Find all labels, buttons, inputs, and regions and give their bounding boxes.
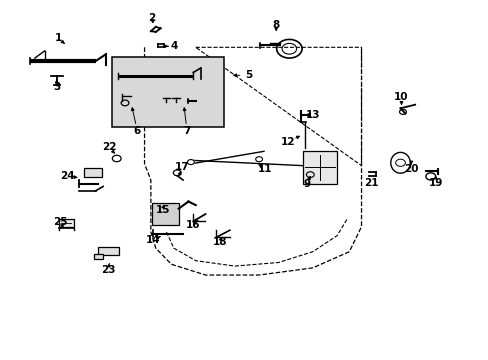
Bar — [59, 219, 74, 226]
Text: 6: 6 — [133, 126, 141, 135]
Bar — [303, 151, 336, 184]
Text: 16: 16 — [185, 220, 200, 230]
Text: 22: 22 — [102, 142, 116, 152]
Bar — [152, 203, 178, 225]
Text: 20: 20 — [403, 163, 418, 174]
Circle shape — [255, 157, 262, 162]
Circle shape — [187, 159, 194, 165]
Bar — [94, 253, 103, 259]
Text: 25: 25 — [53, 217, 67, 227]
Bar — [112, 57, 224, 127]
Text: 12: 12 — [281, 137, 295, 147]
Text: 13: 13 — [305, 110, 319, 120]
Bar — [83, 168, 102, 177]
Text: 1: 1 — [55, 33, 61, 43]
Text: 9: 9 — [303, 179, 310, 189]
Text: 7: 7 — [183, 126, 190, 135]
Text: 15: 15 — [155, 205, 169, 215]
Text: 14: 14 — [145, 235, 160, 245]
Bar — [98, 247, 119, 255]
Text: 19: 19 — [427, 177, 442, 188]
Text: 17: 17 — [174, 162, 189, 172]
Text: 23: 23 — [101, 265, 115, 275]
Text: 8: 8 — [272, 20, 279, 30]
Text: 11: 11 — [257, 164, 272, 174]
Text: 2: 2 — [148, 13, 155, 23]
Text: 18: 18 — [212, 237, 227, 247]
Text: 3: 3 — [53, 82, 61, 93]
Text: 5: 5 — [244, 70, 251, 80]
Text: 4: 4 — [170, 41, 177, 51]
Text: 24: 24 — [60, 171, 75, 181]
Text: 21: 21 — [363, 178, 378, 188]
Text: 10: 10 — [393, 92, 408, 102]
